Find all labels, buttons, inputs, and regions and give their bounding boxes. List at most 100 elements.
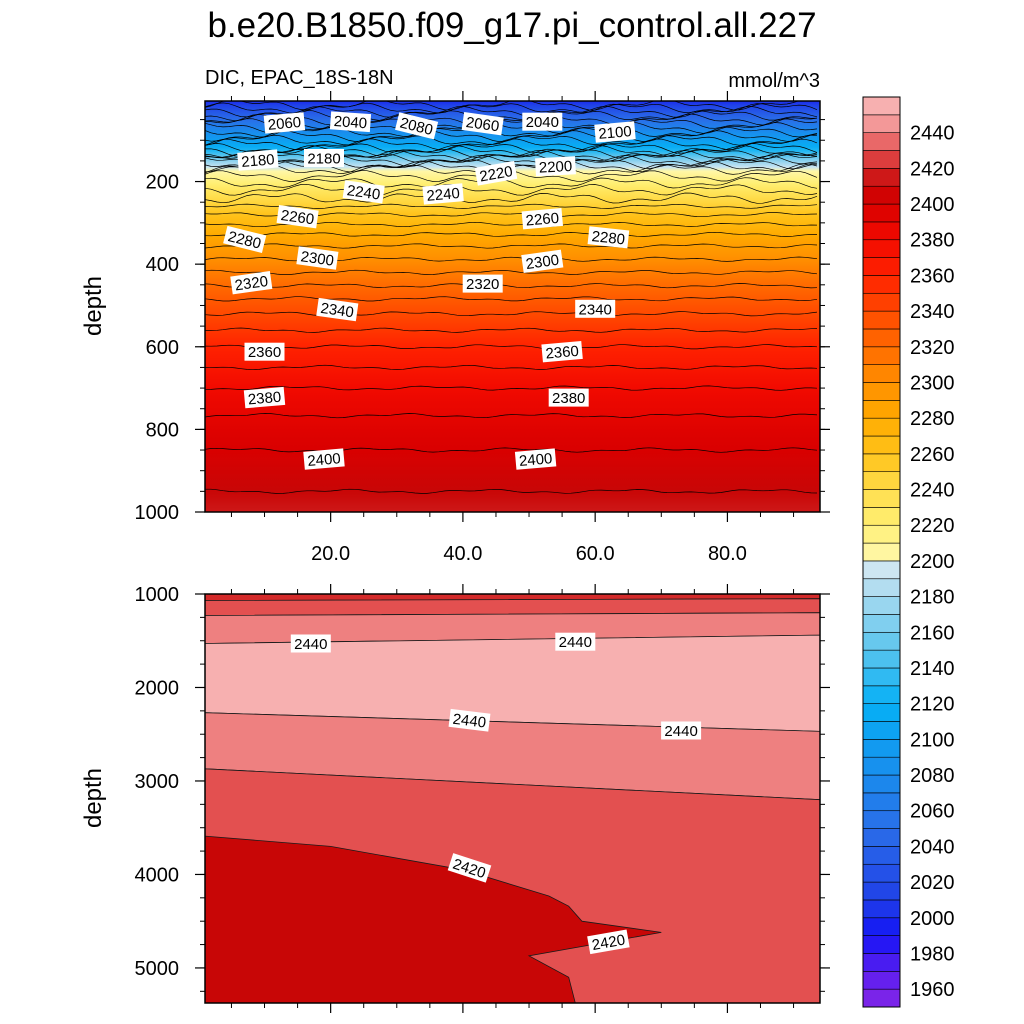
contour-label-text: 2100 [598, 123, 633, 143]
colorbar-box [862, 721, 901, 740]
contour-label-box [575, 299, 616, 318]
colorbar-tick-label: 2280 [910, 408, 955, 430]
contour-label: 2320 [230, 271, 273, 294]
colorbar-box [862, 863, 901, 883]
y-tick-label: 400 [146, 254, 179, 276]
contour-label-text: 2320 [234, 273, 269, 294]
contour-label-text: 2240 [346, 182, 381, 203]
colorbar-tick-label: 2320 [910, 337, 955, 359]
colorbar-box [862, 453, 901, 472]
colorbar-box [862, 971, 901, 990]
contour-label-box [448, 708, 491, 732]
colorbar-box [862, 471, 901, 490]
colorbar-box [862, 953, 901, 972]
x-tick-label: 80.0 [708, 543, 747, 565]
contour-label-text: 2400 [518, 450, 553, 470]
y-tick-label: 600 [146, 337, 179, 359]
colorbar-tick-label: 1980 [910, 944, 955, 966]
contour-label-text: 2280 [591, 228, 626, 248]
colorbar-box [862, 239, 901, 258]
contour-label: 2340 [316, 297, 359, 321]
upper-contour-line [205, 118, 818, 129]
lower-panel: 1000 2000 3000 4000 5000 2440 2440 2440 2440 242… [80, 584, 830, 1013]
colorbar-box [862, 221, 901, 241]
contour-label: 2420 [587, 929, 630, 955]
colorbar-box [862, 596, 901, 615]
upper-contour-line [205, 105, 818, 118]
colorbar-box [862, 382, 901, 401]
contour-label-text: 2220 [478, 163, 514, 186]
upper-contour-line [205, 344, 818, 350]
contour-label-box [462, 274, 503, 293]
upper-contour-line [205, 283, 818, 289]
y-tick-label: 3000 [135, 771, 180, 793]
upper-contour-line [205, 413, 818, 419]
colorbar-box [862, 739, 901, 758]
y-tick-label: 2000 [135, 677, 180, 699]
colorbar-box [862, 792, 901, 812]
upper-contour-line [205, 231, 817, 237]
colorbar-box [862, 935, 901, 954]
contour-label-text: 2400 [307, 450, 342, 470]
contour-label-box [276, 205, 319, 229]
colorbar-box [862, 828, 901, 847]
contour-label-text: 2420 [591, 932, 627, 955]
colorbar-tick-label: 2200 [910, 551, 955, 573]
y-tick-label: 1000 [135, 584, 180, 606]
colorbar-box [862, 346, 901, 365]
upper-contour-line [205, 327, 818, 333]
colorbar-box [862, 417, 901, 437]
contour-label-text: 2340 [579, 301, 612, 318]
colorbar-box [862, 257, 901, 276]
upper-contour-line [205, 243, 818, 249]
contour-label-box [514, 448, 557, 470]
contour-label-box [296, 246, 339, 270]
contour-label: 2280 [587, 226, 630, 248]
colorbar-box [862, 614, 901, 633]
colorbar-frame [862, 96, 901, 1008]
contour-label-text: 2300 [525, 252, 560, 273]
contour-label: 2100 [594, 121, 636, 143]
lower-contour-region [205, 835, 662, 1003]
colorbar-box [862, 667, 901, 687]
colorbar-tick-label: 2080 [910, 765, 955, 787]
upper-axis-ticks: 20.0 40.0 60.0 80.0 200 400 600 800 1000 [135, 91, 830, 565]
contour-label-box [535, 156, 576, 177]
upper-contour-line [205, 488, 818, 494]
y-tick-label: 1000 [135, 502, 180, 524]
colorbar-box [862, 649, 901, 669]
contour-label-box [237, 149, 279, 171]
colorbar-tick-label: 2160 [910, 622, 955, 644]
colorbar-tick-label: 2120 [910, 694, 955, 716]
contour-label-box [548, 388, 589, 407]
upper-contour-line [205, 269, 818, 275]
contour-label-text: 2040 [333, 113, 367, 132]
y-tick-label: 5000 [135, 958, 180, 980]
colorbar-tick-label: 2300 [910, 373, 955, 395]
contour-label: 2260 [276, 205, 319, 229]
contour-label-box [521, 207, 564, 230]
contour-label: 2440 [661, 721, 702, 740]
variable-region-subtitle: DIC, EPAC_18S-18N [205, 67, 394, 89]
colorbar-tick-label: 2420 [910, 158, 955, 180]
upper-contour-line [205, 110, 818, 122]
colorbar-box [862, 810, 901, 829]
contour-label-box [447, 853, 492, 883]
y-tick-label: 4000 [135, 864, 180, 886]
colorbar-box [862, 489, 901, 508]
colorbar-tick-label: 2180 [910, 587, 955, 609]
colorbar-box [862, 435, 901, 455]
colorbar-box [862, 185, 901, 205]
colorbar-box [862, 96, 901, 116]
colorbar-tick-label: 2260 [910, 444, 955, 466]
contour-label-text: 2440 [452, 711, 487, 732]
contour-label-box [594, 121, 636, 143]
contour-label-text: 2360 [545, 343, 580, 363]
colorbar-tick-label: 2440 [910, 123, 955, 145]
upper-plot-frame [204, 100, 821, 513]
lower-contour-fill [205, 594, 820, 1003]
colorbar-box [862, 846, 901, 865]
contour-label-text: 2360 [248, 344, 281, 361]
upper-contour-line [205, 177, 818, 189]
